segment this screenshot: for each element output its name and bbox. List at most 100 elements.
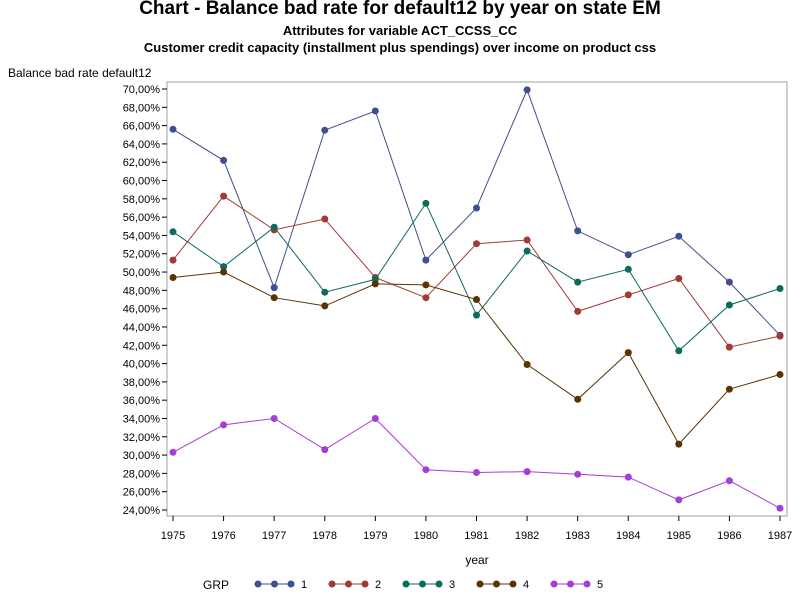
legend-swatch-marker (476, 580, 484, 588)
data-point (321, 288, 329, 296)
legend-swatch-marker (583, 580, 591, 588)
y-tick-label: 34,00% (123, 413, 161, 425)
data-point (321, 302, 329, 310)
legend: GRP 1 2 3 4 5 (203, 578, 603, 592)
data-point (574, 227, 582, 235)
data-point (169, 448, 177, 456)
y-tick-label: 54,00% (123, 230, 161, 242)
data-point (473, 296, 480, 303)
series-3 (169, 199, 784, 355)
legend-swatch-marker (402, 580, 410, 588)
data-point (270, 223, 278, 231)
series-line (172, 202, 781, 352)
legend-swatch-marker (345, 580, 352, 588)
data-point (725, 385, 733, 393)
x-tick-label: 1985 (667, 530, 691, 542)
x-tick-label: 1975 (161, 530, 185, 542)
data-point (523, 361, 531, 368)
series-2 (169, 192, 784, 351)
legend-swatch-marker (287, 580, 295, 588)
x-tick-label: 1982 (515, 530, 539, 542)
data-point (220, 156, 228, 164)
legend-swatch-marker (435, 580, 443, 588)
legend-label: 4 (523, 579, 529, 591)
legend-swatch-marker (567, 580, 574, 588)
data-point (321, 215, 329, 223)
y-tick-label: 64,00% (123, 139, 161, 151)
data-point (523, 247, 531, 255)
x-tick-label: 1984 (616, 530, 640, 542)
data-point (675, 347, 683, 355)
x-axis: 1975 1976 1977 1978 1979 1980 1981 1982 1983 1984… (161, 516, 792, 542)
chart-title: Chart - Balance bad rate for default12 b… (139, 0, 661, 19)
data-point (776, 504, 784, 512)
data-point (776, 285, 784, 292)
y-tick-label: 70,00% (123, 84, 161, 96)
legend-swatch-marker (361, 580, 369, 588)
data-point (574, 307, 582, 315)
x-tick-label: 1976 (211, 530, 235, 542)
data-point (624, 251, 632, 259)
data-point (624, 291, 632, 299)
legend-swatch-marker (271, 580, 278, 588)
legend-label: 3 (449, 579, 455, 591)
y-tick-label: 36,00% (123, 395, 161, 407)
data-point (169, 256, 177, 264)
data-point (675, 275, 683, 282)
legend-item: 3 (402, 579, 455, 591)
data-point (523, 468, 531, 476)
legend-item: 1 (254, 579, 307, 591)
data-point (220, 263, 228, 271)
legend-swatch-marker (254, 580, 262, 588)
y-tick-label: 46,00% (123, 304, 161, 316)
series-layer (169, 86, 784, 512)
data-point (270, 284, 278, 292)
data-point (776, 332, 784, 340)
data-point (169, 228, 177, 236)
chart-subtitle: Attributes for variable ACT_CCSS_CC (282, 23, 518, 38)
data-point (422, 256, 430, 264)
data-point (220, 192, 228, 200)
y-tick-label: 40,00% (123, 359, 161, 371)
x-tick-label: 1983 (565, 530, 589, 542)
x-tick-label: 1978 (313, 530, 337, 542)
data-point (675, 496, 683, 504)
data-point (270, 294, 278, 302)
data-point (675, 232, 683, 240)
legend-swatch-marker (419, 580, 426, 588)
legend-swatch-marker (509, 580, 517, 588)
data-point (725, 477, 733, 485)
data-point (624, 265, 632, 273)
legend-item: 5 (550, 579, 603, 591)
y-tick-label: 58,00% (123, 194, 161, 206)
y-axis: 24,00% 26,00% 28,00% 30,00% 32,00% 34,00% 36,0… (123, 84, 167, 517)
legend-label: 5 (597, 579, 603, 591)
x-axis-label: year (465, 553, 488, 567)
series-1 (169, 86, 784, 339)
x-tick-label: 1977 (262, 530, 286, 542)
data-point (422, 466, 430, 474)
legend-label: 1 (301, 579, 307, 591)
y-tick-label: 50,00% (123, 267, 161, 279)
y-tick-label: 66,00% (123, 121, 161, 133)
data-point (624, 473, 632, 481)
y-axis-label: Balance bad rate default12 (8, 66, 152, 80)
legend-item: 4 (476, 579, 529, 591)
y-tick-label: 26,00% (123, 487, 161, 499)
legend-item: 2 (328, 579, 381, 591)
x-tick-label: 1979 (363, 530, 387, 542)
data-point (422, 294, 430, 302)
data-point (574, 395, 582, 403)
legend-swatch-marker (493, 580, 500, 588)
y-tick-label: 60,00% (123, 176, 161, 188)
data-point (523, 236, 531, 244)
y-tick-label: 28,00% (123, 468, 161, 480)
data-point (624, 349, 632, 357)
data-point (725, 343, 733, 351)
y-tick-label: 42,00% (123, 340, 161, 352)
legend-swatch-marker (550, 580, 558, 588)
data-point (270, 415, 278, 422)
y-tick-label: 62,00% (123, 157, 161, 169)
data-point (574, 470, 582, 478)
data-point (725, 301, 733, 309)
